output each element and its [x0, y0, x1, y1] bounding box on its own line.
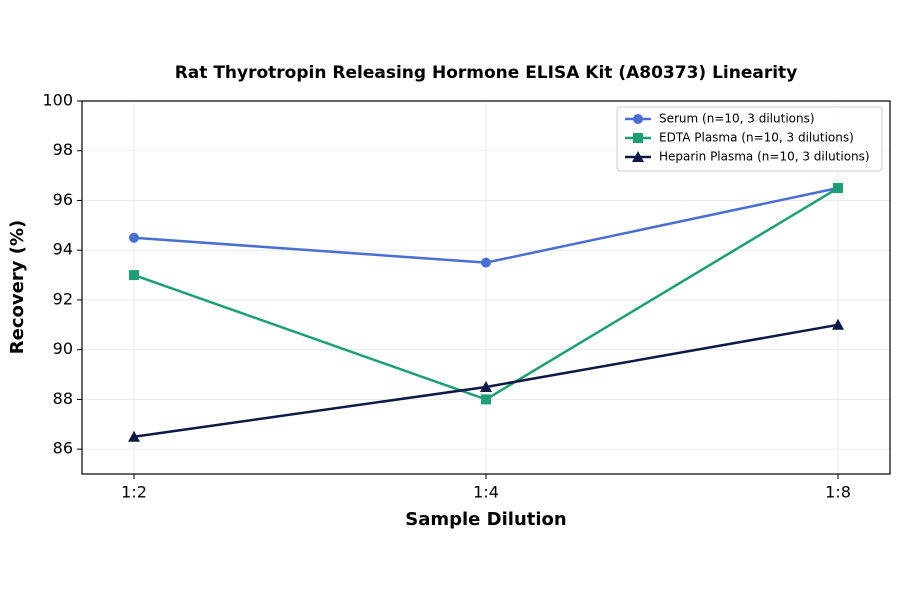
- x-axis-label: Sample Dilution: [405, 509, 566, 530]
- data-point: [832, 318, 844, 330]
- data-point: [481, 394, 491, 405]
- x-tick-label: 1:2: [121, 483, 147, 502]
- legend-marker: [633, 114, 643, 124]
- data-point: [129, 270, 139, 281]
- data-point: [128, 430, 140, 442]
- y-tick-label: 94: [53, 240, 73, 259]
- legend-label: Serum (n=10, 3 dilutions): [659, 112, 815, 126]
- y-tick-label: 98: [53, 140, 73, 159]
- legend-label: EDTA Plasma (n=10, 3 dilutions): [659, 131, 854, 145]
- y-axis-label: Recovery (%): [7, 220, 28, 354]
- y-tick-label: 96: [53, 190, 73, 209]
- legend-marker: [633, 133, 643, 143]
- data-point: [833, 183, 843, 194]
- data-point: [480, 380, 492, 392]
- data-point: [481, 257, 491, 268]
- x-tick-label: 1:4: [473, 483, 499, 502]
- y-tick-label: 92: [53, 289, 73, 308]
- plot-frame: [81, 100, 891, 475]
- data-point: [129, 232, 139, 243]
- legend-marker: [632, 151, 644, 162]
- legend-box: [616, 106, 883, 172]
- y-tick-label: 90: [53, 339, 73, 358]
- legend-label: Heparin Plasma (n=10, 3 dilutions): [659, 150, 870, 164]
- y-tick-label: 88: [53, 389, 73, 408]
- x-tick-label: 1:8: [825, 483, 851, 502]
- y-tick-label: 86: [53, 439, 73, 458]
- chart-title: Rat Thyrotropin Releasing Hormone ELISA …: [175, 63, 798, 83]
- y-tick-label: 100: [42, 91, 73, 110]
